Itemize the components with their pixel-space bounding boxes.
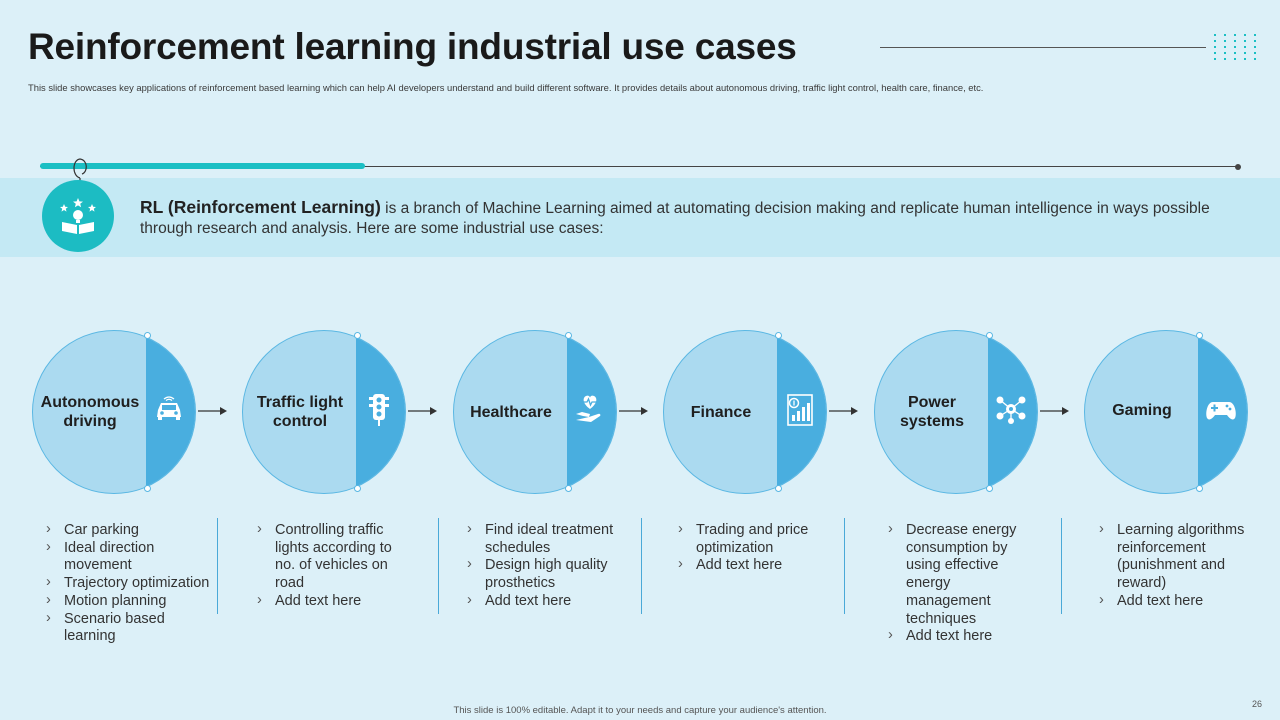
stage-healthcare: Healthcare [453,330,621,494]
flow-arrow [1040,407,1069,415]
stage-autonomous-driving: Autonomous driving [32,330,200,494]
bullets-finance: Trading and price optimization Add text … [676,521,836,575]
finance-chart-icon [787,394,813,426]
column-divider [641,518,642,614]
stage-traffic-light-control: Traffic light control [242,330,410,494]
timeline-end-dot [1235,164,1241,170]
timeline-progress [40,163,365,169]
stage-gaming: Gaming [1084,330,1252,494]
stage-label: Power systems [899,394,965,430]
list-item: Add text here [465,592,630,611]
list-item: Add text here [1097,592,1247,611]
intro-badge [42,180,114,252]
column-divider [217,518,218,614]
intro-text: RL (Reinforcement Learning) is a branch … [140,197,1240,239]
flow-arrow [408,407,437,415]
list-item: Car parking [44,521,214,540]
traffic-light-icon [369,394,389,426]
list-item: Add text here [886,627,1036,646]
idea-book-icon [60,198,96,234]
intro-bold: RL (Reinforcement Learning) [140,197,381,217]
list-item: Trading and price optimization [676,521,836,557]
list-item: Design high quality prosthetics [465,556,630,592]
intro-body: is a branch of Machine Learning aimed at… [140,200,1210,237]
gamepad-icon [1206,402,1236,420]
list-item: Trajectory optimization [44,574,214,593]
dot-grid-decoration [1214,34,1256,60]
timeline-line [40,166,1238,167]
bullets-power-systems: Decrease energy consumption by using eff… [886,521,1036,646]
list-item: Motion planning [44,592,214,611]
list-item: Scenario based learning [44,610,214,646]
flow-arrow [829,407,858,415]
stage-label: Gaming [1112,401,1172,419]
intro-band [0,178,1280,257]
stage-label: Traffic light control [256,394,344,430]
car-icon [157,396,181,420]
list-item: Learning algorithms reinforcement (punis… [1097,521,1247,593]
list-item: Find ideal treatment schedules [465,521,630,557]
column-divider [844,518,845,614]
bullets-healthcare: Find ideal treatment schedules Design hi… [465,521,630,611]
list-item: Controlling traffic lights according to … [255,521,415,593]
list-item: Ideal direction movement [44,539,214,575]
slide-description: This slide showcases key applications of… [28,82,984,93]
column-divider [1061,518,1062,614]
stage-circle [453,330,617,494]
column-divider [438,518,439,614]
heart-hand-icon [576,395,601,422]
list-item: Add text here [255,592,415,611]
list-item: Decrease energy consumption by using eff… [886,521,1036,628]
bullets-autonomous-driving: Car parking Ideal direction movement Tra… [44,521,214,646]
stage-power-systems: Power systems [874,330,1042,494]
footer-note: This slide is 100% editable. Adapt it to… [453,705,827,716]
stage-label: Autonomous driving [40,394,140,430]
flow-arrow [619,407,648,415]
bullets-traffic-light-control: Controlling traffic lights according to … [255,521,415,611]
stage-finance: Finance [663,330,831,494]
bullets-gaming: Learning algorithms reinforcement (punis… [1097,521,1247,611]
stage-label: Finance [690,403,752,421]
page-number: 26 [1252,699,1263,709]
power-network-icon [996,396,1026,424]
title-rule [880,47,1206,48]
slide-title: Reinforcement learning industrial use ca… [28,26,797,67]
stage-label: Healthcare [470,403,552,421]
list-item: Add text here [676,556,836,575]
flow-arrow [198,407,227,415]
